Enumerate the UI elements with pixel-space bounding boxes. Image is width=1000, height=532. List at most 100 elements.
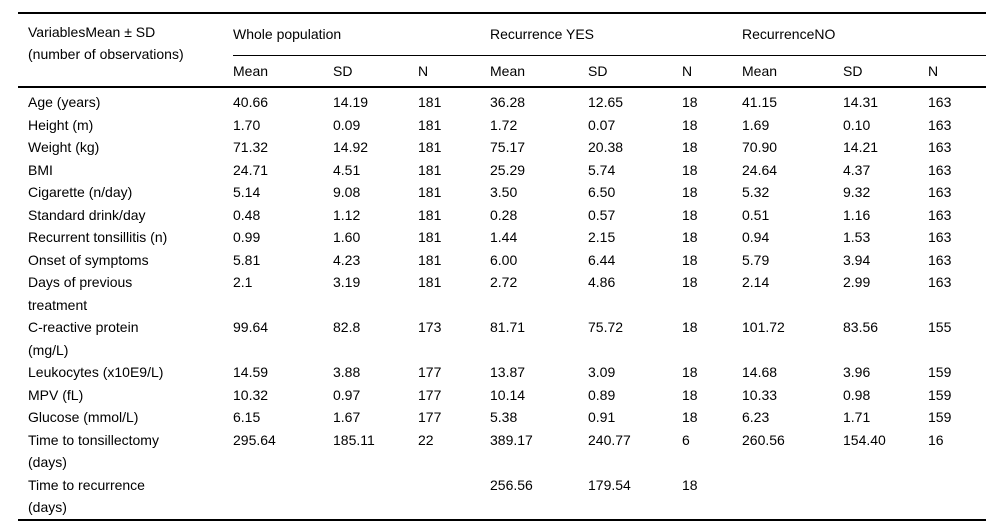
variables-header: VariablesMean ± SD (number of observatio… xyxy=(18,13,233,88)
cell-value: 177 xyxy=(418,386,442,403)
table-row: Leukocytes (x10E9/L) 14.59 3.88 177 13.87 3.0… xyxy=(18,361,986,384)
row-label: Weight (kg) xyxy=(28,139,100,155)
cell-value xyxy=(928,474,986,520)
row-label: Recurrent tonsillitis (n) xyxy=(28,229,168,245)
cell-value: 5.81 xyxy=(233,251,261,268)
cell-value: 18 xyxy=(682,116,698,133)
cell-value: 6.50 xyxy=(588,184,616,200)
cell-value: 18 xyxy=(682,386,698,403)
cell-value: 181 xyxy=(418,94,442,110)
cell-value: 0.09 xyxy=(333,116,361,133)
cell-value xyxy=(233,474,333,520)
table-row: Onset of symptoms 5.81 4.23 181 6.00 6.44 18 5.… xyxy=(18,249,986,272)
table-row: Time to recurrence (days) 256.56 179.54 18 xyxy=(18,474,986,520)
cell-value: 159 xyxy=(928,386,952,403)
cell-value: 1.67 xyxy=(333,409,361,425)
cell-value: 181 xyxy=(418,274,442,290)
cell-value: 0.97 xyxy=(333,386,361,403)
cell-value xyxy=(843,474,928,520)
row-label: BMI xyxy=(28,161,53,178)
cell-value: 18 xyxy=(682,184,698,200)
cell-value: 5.79 xyxy=(742,251,770,268)
cell-value: 159 xyxy=(928,364,952,380)
table-row: Standard drink/day 0.48 1.12 181 0.28 0.57 18 0… xyxy=(18,204,986,227)
cell-value: 18 xyxy=(682,409,698,425)
cell-value: 82.8 xyxy=(333,319,361,335)
cell-value: 75.72 xyxy=(588,319,624,335)
cell-value: 155 xyxy=(928,319,952,335)
cell-value: 389.17 xyxy=(490,431,533,448)
stat-header-row: Mean SD N Mean SD N Mean SD N xyxy=(18,55,986,88)
cell-value: 81.71 xyxy=(490,319,526,335)
col-header-wp-n: N xyxy=(418,55,490,88)
cell-value: 0.57 xyxy=(588,206,616,223)
cell-value: 3.19 xyxy=(333,274,361,290)
cell-value: 260.56 xyxy=(742,431,785,448)
cell-value: 1.16 xyxy=(843,206,871,223)
cell-value: 5.38 xyxy=(490,409,518,425)
cell-value: 256.56 xyxy=(490,476,533,493)
cell-value: 14.19 xyxy=(333,94,369,110)
cell-value: 2.1 xyxy=(233,274,253,290)
cell-value: 10.33 xyxy=(742,386,778,403)
cell-value: 1.60 xyxy=(333,229,361,245)
cell-value: 1.53 xyxy=(843,229,871,245)
cell-value: 24.64 xyxy=(742,161,778,178)
cell-value: 9.08 xyxy=(333,184,361,200)
cell-value: 3.50 xyxy=(490,184,518,200)
cell-value: 173 xyxy=(418,319,442,335)
cell-value: 12.65 xyxy=(588,94,624,110)
cell-value: 14.59 xyxy=(233,364,269,380)
cell-value: 179.54 xyxy=(588,476,631,493)
cell-value: 18 xyxy=(682,251,698,268)
cell-value: 18 xyxy=(682,206,698,223)
row-label: MPV (fL) xyxy=(28,386,84,403)
table-row: MPV (fL) 10.32 0.97 177 10.14 0.89 18 10.33 0.98… xyxy=(18,384,986,407)
cell-value: 163 xyxy=(928,94,952,110)
cell-value: 181 xyxy=(418,184,442,200)
cell-value: 0.51 xyxy=(742,206,770,223)
row-label: Cigarette (n/day) xyxy=(28,184,133,200)
cell-value: 181 xyxy=(418,139,442,155)
col-header-ry-mean: Mean xyxy=(490,55,588,88)
cell-value: 18 xyxy=(682,139,698,155)
row-label: C-reactive protein (mg/L) xyxy=(28,319,139,358)
table-row: Recurrent tonsillitis (n) 0.99 1.60 181 1.44… xyxy=(18,226,986,249)
cell-value: 4.86 xyxy=(588,274,616,290)
cell-value: 10.14 xyxy=(490,386,526,403)
table-row: Weight (kg) 71.32 14.92 181 75.17 20.38 18 70.9… xyxy=(18,136,986,159)
cell-value: 4.51 xyxy=(333,161,361,178)
cell-value: 18 xyxy=(682,274,698,290)
cell-value: 36.28 xyxy=(490,94,526,110)
cell-value xyxy=(418,474,490,520)
cell-value: 3.88 xyxy=(333,364,361,380)
col-header-rn-sd: SD xyxy=(843,55,928,88)
table-row: Cigarette (n/day) 5.14 9.08 181 3.50 6.50 18 5.… xyxy=(18,181,986,204)
table-row: Height (m) 1.70 0.09 181 1.72 0.07 18 1.69 0.10 1… xyxy=(18,114,986,137)
cell-value: 177 xyxy=(418,409,442,425)
cell-value: 4.23 xyxy=(333,251,361,268)
cell-value: 5.32 xyxy=(742,184,770,200)
cell-value: 163 xyxy=(928,139,952,155)
cell-value: 1.71 xyxy=(843,409,871,425)
cell-value: 1.72 xyxy=(490,116,518,133)
group-header-row: VariablesMean ± SD (number of observatio… xyxy=(18,13,986,88)
row-label: Height (m) xyxy=(28,116,94,133)
cell-value: 181 xyxy=(418,229,442,245)
table-body: Age (years) 40.66 14.19 181 36.28 12.65 18 41.1… xyxy=(18,87,986,520)
table-row: Glucose (mmol/L) 6.15 1.67 177 5.38 0.91 18 6.2… xyxy=(18,406,986,429)
cell-value: 181 xyxy=(418,251,442,268)
cell-value: 83.56 xyxy=(843,319,879,335)
cell-value: 1.12 xyxy=(333,206,361,223)
cell-value: 240.77 xyxy=(588,431,631,448)
cell-value: 10.32 xyxy=(233,386,269,403)
cell-value: 163 xyxy=(928,116,952,133)
cell-value: 0.94 xyxy=(742,229,770,245)
cell-value xyxy=(742,474,843,520)
row-label: Glucose (mmol/L) xyxy=(28,409,139,425)
cell-value: 5.14 xyxy=(233,184,261,200)
cell-value: 2.15 xyxy=(588,229,616,245)
cell-value: 20.38 xyxy=(588,139,624,155)
cell-value: 24.71 xyxy=(233,161,269,178)
cell-value: 185.11 xyxy=(333,431,375,448)
